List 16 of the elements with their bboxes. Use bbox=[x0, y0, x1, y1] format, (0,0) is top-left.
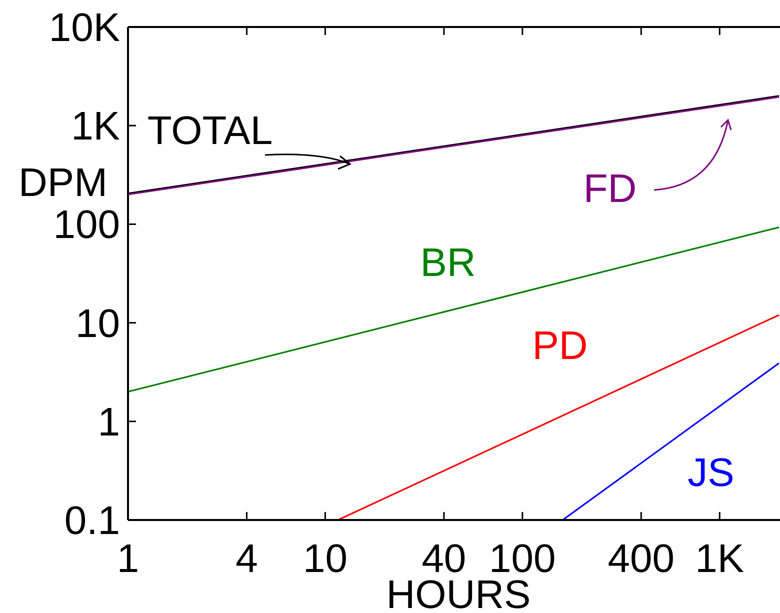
x-tick-label: 4 bbox=[236, 537, 258, 581]
y-axis-title: DPM bbox=[18, 161, 108, 205]
series-label: JS bbox=[688, 451, 734, 495]
x-tick-label: 400 bbox=[608, 537, 675, 581]
y-tick-label: 1K bbox=[71, 104, 120, 149]
y-tick-label: 10K bbox=[48, 6, 120, 50]
y-tick-label: 0.1 bbox=[64, 499, 120, 543]
x-tick-label: 10 bbox=[302, 537, 348, 581]
series-label: TOTAL bbox=[147, 109, 273, 153]
series-label: FD bbox=[583, 167, 637, 211]
x-tick-label: 1K bbox=[695, 537, 744, 581]
y-tick-label: 100 bbox=[53, 203, 120, 248]
series-label: BR bbox=[420, 241, 476, 285]
y-tick-label: 10 bbox=[76, 302, 120, 346]
y-tick-label: 1 bbox=[98, 400, 120, 444]
series-label: PD bbox=[532, 324, 588, 368]
